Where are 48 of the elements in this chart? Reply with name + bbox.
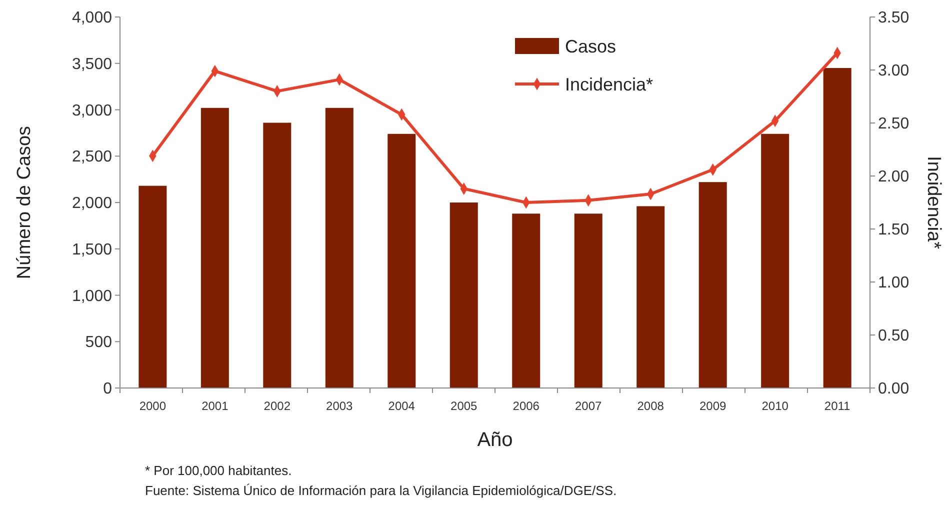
- bar: [636, 206, 665, 388]
- x-tick-label: 2000: [139, 399, 166, 413]
- legend-label: Casos: [565, 36, 616, 56]
- y-tick-label: 500: [85, 334, 112, 352]
- y2-tick-label: 1.00: [878, 274, 910, 292]
- x-tick-label: 2004: [388, 399, 416, 413]
- bar: [698, 182, 727, 388]
- x-tick-label: 2009: [699, 399, 727, 413]
- x-tick-label: 2005: [450, 399, 478, 413]
- y-tick-label: 2,500: [72, 148, 112, 166]
- x-tick-label: 2002: [264, 399, 291, 413]
- bar: [761, 134, 790, 388]
- y-tick-label: 1,500: [72, 241, 112, 258]
- y2-tick-label: 3.00: [878, 62, 910, 80]
- y-tick-label: 3,500: [72, 56, 112, 73]
- x-tick-label: 2010: [762, 399, 789, 413]
- y-tick-label: 3,000: [72, 102, 112, 120]
- y2-tick-label: 2.00: [878, 168, 910, 186]
- bar: [325, 108, 354, 388]
- bar: [574, 214, 602, 388]
- x-tick-label: 2006: [512, 399, 540, 413]
- bar: [138, 186, 167, 388]
- y2-tick-label: 0.50: [878, 328, 910, 345]
- x-tick-label: 2003: [326, 399, 354, 413]
- legend-label: Incidencia*: [565, 74, 654, 94]
- y-tick-label: 4,000: [72, 10, 112, 27]
- y-tick-label: 2,000: [72, 195, 112, 212]
- y-tick-label: 0: [103, 380, 112, 398]
- bar: [200, 108, 229, 388]
- x-tick-label: 2008: [637, 399, 664, 413]
- x-tick-label: 2007: [575, 399, 602, 413]
- bar: [512, 214, 540, 388]
- y-axis-title: Número de Casos: [14, 126, 35, 280]
- text: * Por 100,000 habitantes.: [145, 463, 292, 478]
- y2-tick-label: 0.00: [878, 380, 910, 398]
- x-axis-title: Año: [477, 429, 513, 451]
- source-note: Fuente: Sistema Único de Información para la Vigilancia Epidemiológica/DGE/SS.: [145, 483, 617, 498]
- y2-axis-title: Incidencia*: [923, 156, 944, 250]
- bar: [823, 68, 852, 388]
- y2-tick-label: 1.50: [878, 222, 910, 239]
- bar: [388, 134, 416, 388]
- y2-tick-label: 2.50: [878, 116, 910, 133]
- bar: [263, 122, 292, 388]
- x-tick-label: 2011: [824, 399, 851, 413]
- y2-tick-label: 3.50: [878, 10, 910, 27]
- x-tick-label: 2001: [202, 399, 229, 413]
- bar: [450, 202, 478, 388]
- y-tick-label: 1,000: [72, 288, 112, 305]
